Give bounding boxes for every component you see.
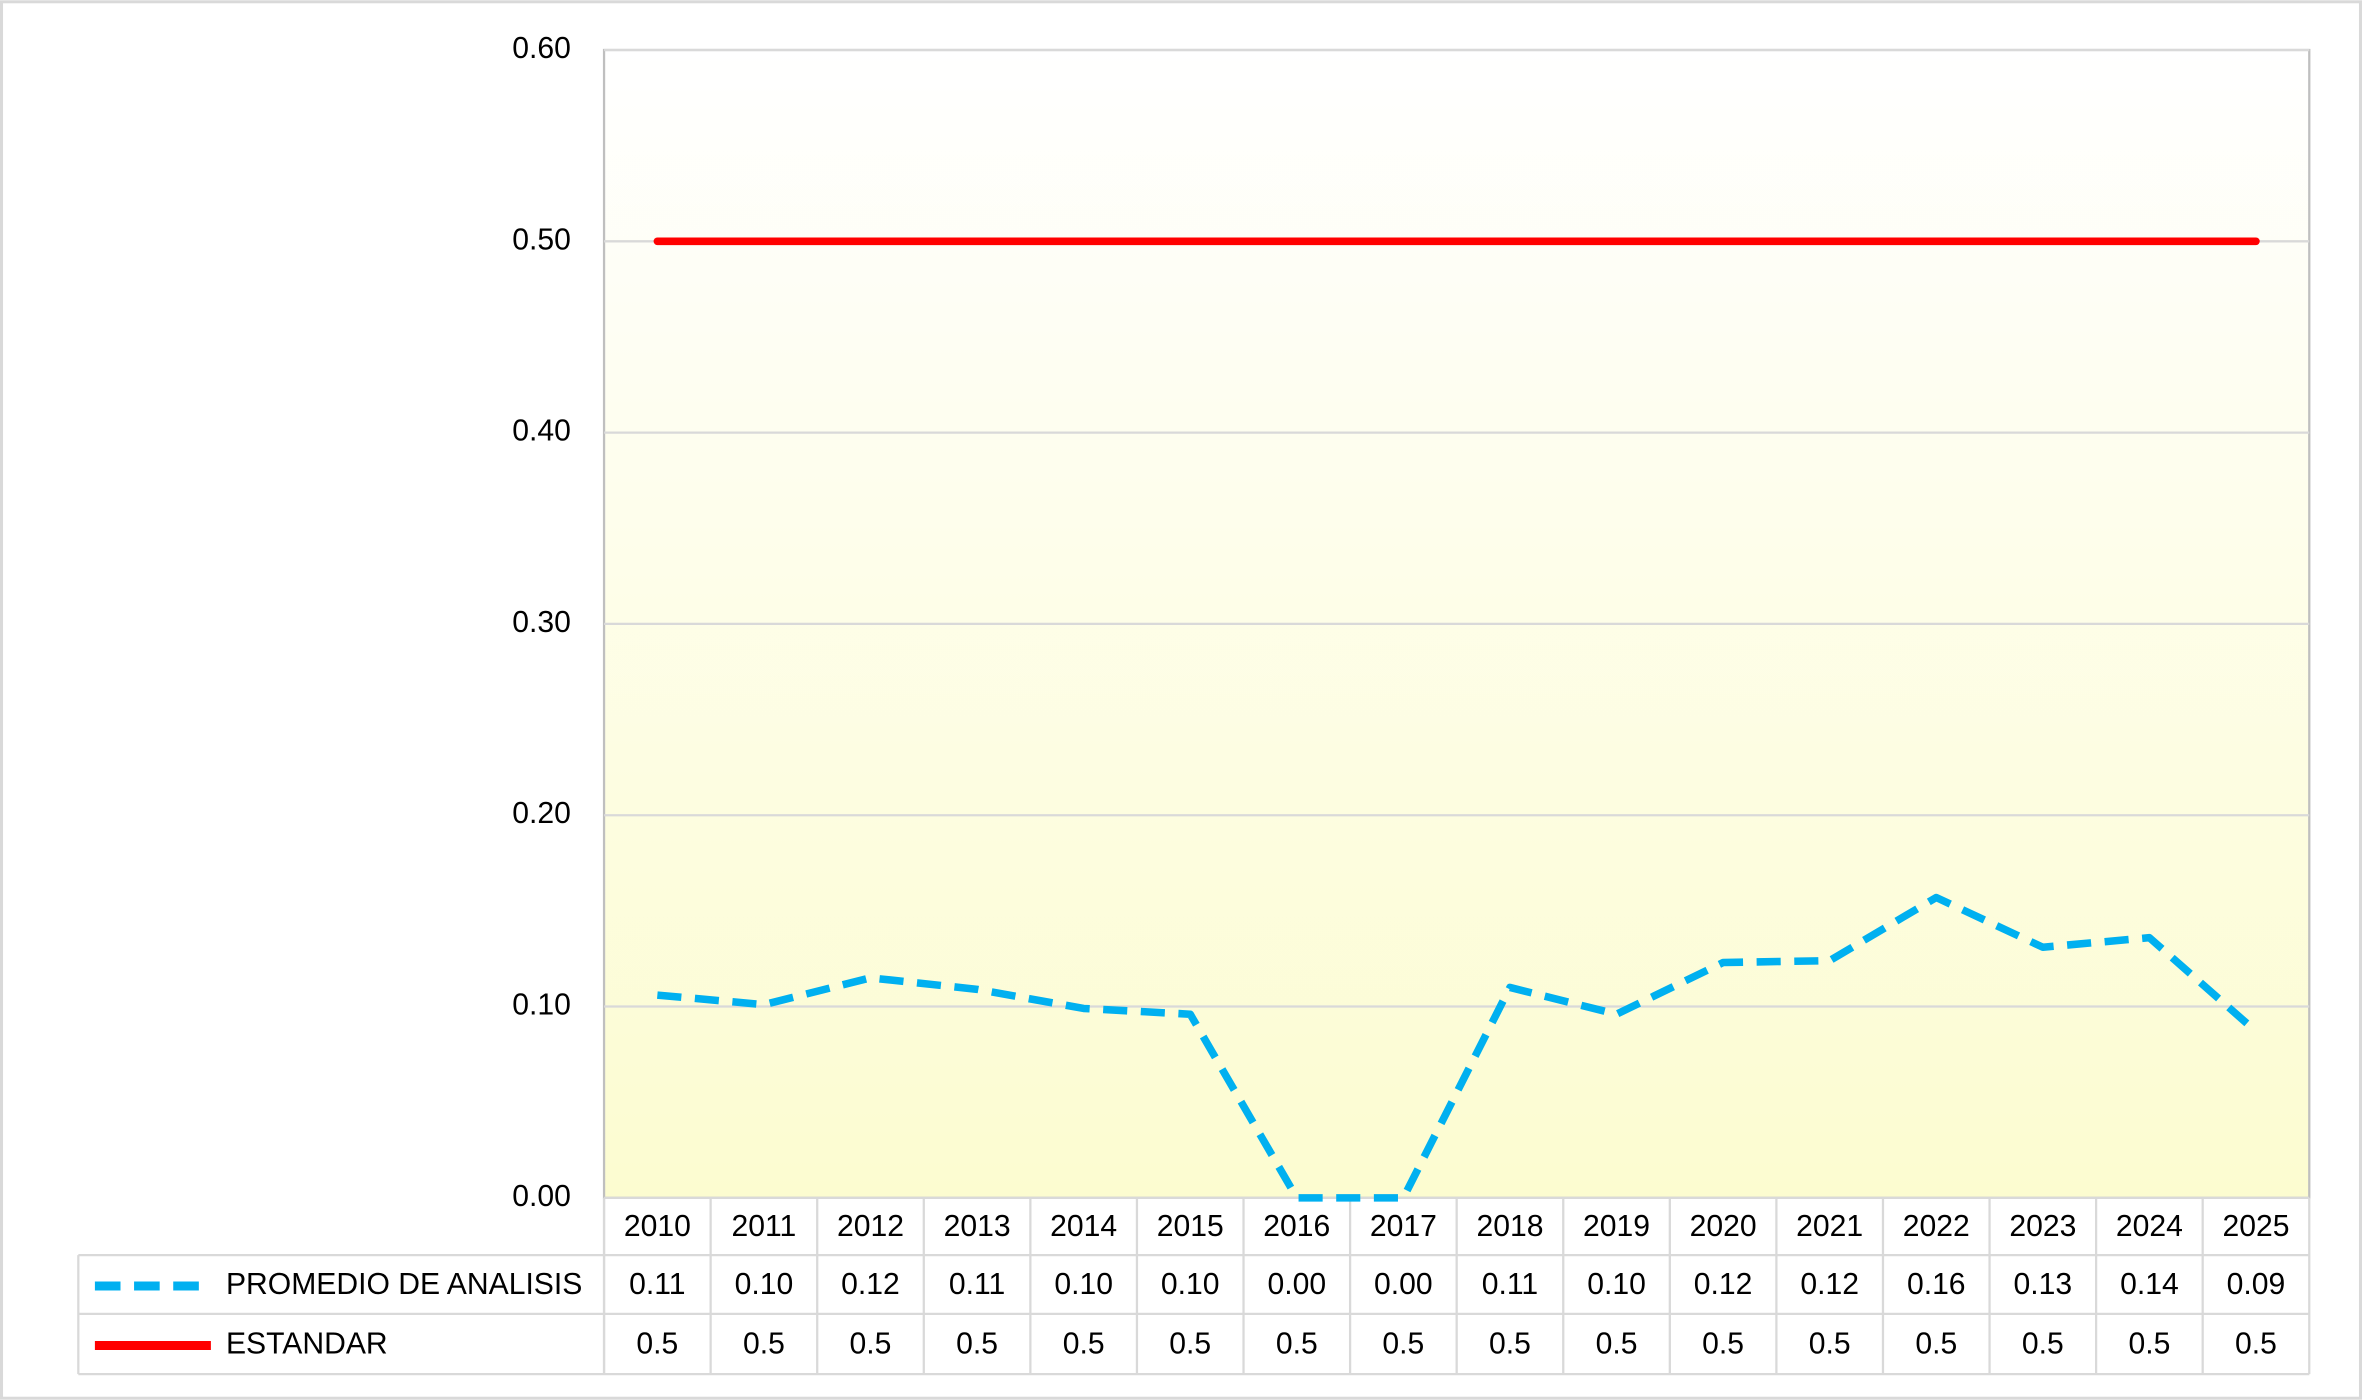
y-tick-label: 0.40 — [512, 415, 571, 448]
table-value: 0.5 — [1276, 1327, 1318, 1360]
x-tick-label: 2017 — [1370, 1210, 1437, 1243]
table-value: 0.5 — [1596, 1327, 1638, 1360]
x-tick-label: 2022 — [1903, 1210, 1970, 1243]
x-tick-label: 2014 — [1050, 1210, 1117, 1243]
table-value: 0.5 — [1382, 1327, 1424, 1360]
table-value: 0.00 — [1267, 1268, 1326, 1301]
x-tick-label: 2020 — [1690, 1210, 1757, 1243]
legend-label: ESTANDAR — [226, 1327, 388, 1360]
x-tick-label: 2015 — [1157, 1210, 1224, 1243]
table-value: 0.5 — [1489, 1327, 1531, 1360]
table-value: 0.5 — [2235, 1327, 2277, 1360]
table-value: 0.10 — [735, 1268, 794, 1301]
table-value: 0.10 — [1587, 1268, 1646, 1301]
table-value: 0.5 — [2128, 1327, 2170, 1360]
x-tick-label: 2018 — [1476, 1210, 1543, 1243]
table-value: 0.14 — [2120, 1268, 2179, 1301]
y-tick-label: 0.20 — [512, 797, 571, 830]
x-tick-label: 2023 — [2009, 1210, 2076, 1243]
table-value: 0.10 — [1161, 1268, 1220, 1301]
table-value: 0.5 — [1702, 1327, 1744, 1360]
table-value: 0.11 — [1482, 1268, 1538, 1301]
table-value: 0.5 — [850, 1327, 892, 1360]
table-value: 0.5 — [743, 1327, 785, 1360]
y-tick-label: 0.10 — [512, 989, 571, 1022]
table-value: 0.12 — [841, 1268, 900, 1301]
x-tick-label: 2016 — [1263, 1210, 1330, 1243]
x-tick-label: 2013 — [944, 1210, 1011, 1243]
table-value: 0.12 — [1800, 1268, 1859, 1301]
x-tick-label: 2012 — [837, 1210, 904, 1243]
table-value: 0.5 — [636, 1327, 678, 1360]
legend-label: PROMEDIO DE ANALISIS — [226, 1268, 582, 1301]
table-value: 0.5 — [1915, 1327, 1957, 1360]
table-value: 0.10 — [1054, 1268, 1113, 1301]
y-tick-label: 0.50 — [512, 223, 571, 256]
x-tick-label: 2019 — [1583, 1210, 1650, 1243]
x-tick-label: 2010 — [624, 1210, 691, 1243]
series-line — [657, 893, 2259, 1202]
x-tick-label: 2024 — [2116, 1210, 2183, 1243]
x-tick-label: 2011 — [732, 1210, 797, 1243]
table-value: 0.13 — [2014, 1268, 2073, 1301]
table-value: 0.5 — [2022, 1327, 2064, 1360]
table-value: 0.5 — [956, 1327, 998, 1360]
y-tick-label: 0.00 — [512, 1180, 571, 1213]
table-value: 0.12 — [1694, 1268, 1753, 1301]
table-value: 0.11 — [949, 1268, 1005, 1301]
table-value: 0.5 — [1063, 1327, 1105, 1360]
y-tick-label: 0.60 — [512, 32, 571, 65]
x-tick-label: 2025 — [2222, 1210, 2289, 1243]
table-value: 0.00 — [1374, 1268, 1433, 1301]
table-value: 0.16 — [1907, 1268, 1966, 1301]
table-value: 0.11 — [629, 1268, 685, 1301]
table-value: 0.5 — [1169, 1327, 1211, 1360]
x-tick-label: 2021 — [1796, 1210, 1863, 1243]
table-value: 0.5 — [1809, 1327, 1851, 1360]
table-value: 0.09 — [2227, 1268, 2286, 1301]
y-tick-label: 0.30 — [512, 606, 571, 639]
